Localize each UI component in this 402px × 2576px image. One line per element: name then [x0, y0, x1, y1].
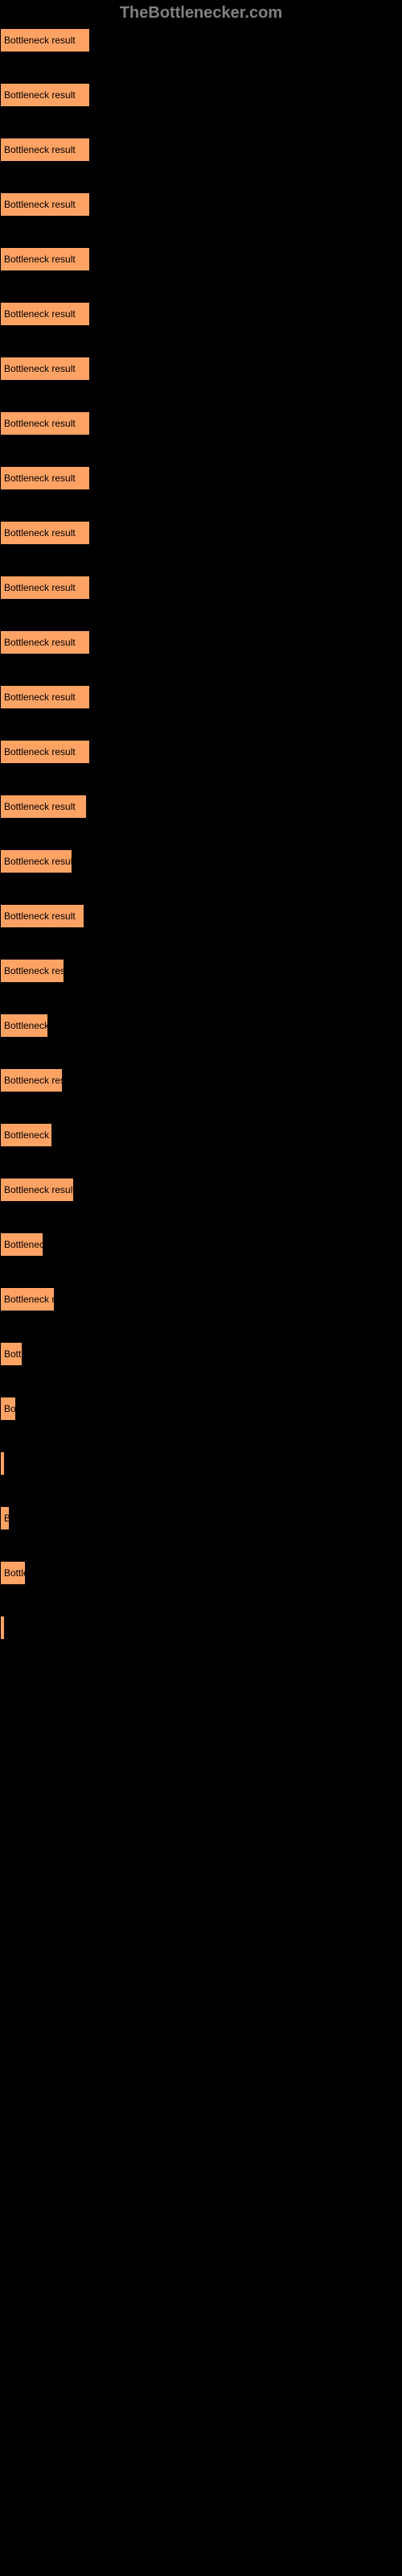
- bar-row: Bottleneck result: [0, 138, 90, 162]
- bar-row: Bottleneck result: [0, 1068, 90, 1092]
- bar-row: Bottleneck result: [0, 576, 90, 600]
- bar-row: Bottleneck result: [0, 28, 90, 52]
- bar-row: Bottleneck result: [0, 357, 90, 381]
- bar-row: Bottleneck result: [0, 1561, 90, 1585]
- bottleneck-bar: Bottleneck result: [0, 521, 90, 545]
- bottleneck-bar: Bottleneck result: [0, 83, 90, 107]
- bar-row: Bottleneck result: [0, 192, 90, 217]
- bottleneck-bar: Bottleneck result: [0, 1342, 23, 1366]
- watermark-text: TheBottlenecker.com: [0, 4, 402, 23]
- bar-row: Bottleneck result: [0, 521, 90, 545]
- bottleneck-bar: Bottleneck result: [0, 795, 87, 819]
- bottleneck-bar: Bottleneck result: [0, 1068, 63, 1092]
- bar-row: Bottleneck result: [0, 959, 90, 983]
- bottleneck-bar: Bottleneck result: [0, 1013, 48, 1038]
- bar-row: Bottleneck result: [0, 466, 90, 490]
- bar-row: Bottleneck result: [0, 1506, 90, 1530]
- bar-row: Bottleneck result: [0, 849, 90, 873]
- bottleneck-bar: Bottleneck result: [0, 959, 64, 983]
- bar-row: Bottleneck result: [0, 83, 90, 107]
- bar-row: Bottleneck result: [0, 1616, 90, 1640]
- bottleneck-bar: Bottleneck result: [0, 740, 90, 764]
- bar-row: Bottleneck result: [0, 1232, 90, 1257]
- bottleneck-bar: Bottleneck result: [0, 1506, 10, 1530]
- bottleneck-bar: Bottleneck result: [0, 685, 90, 709]
- bar-row: Bottleneck result: [0, 685, 90, 709]
- bottleneck-bar: Bottleneck result: [0, 576, 90, 600]
- bottleneck-bar: Bottleneck result: [0, 630, 90, 654]
- bar-row: Bottleneck result: [0, 247, 90, 271]
- bottleneck-bar: Bottleneck result: [0, 302, 90, 326]
- bottleneck-bar: Bottleneck result: [0, 411, 90, 436]
- bar-row: Bottleneck result: [0, 904, 90, 928]
- bottleneck-bar: Bottleneck result: [0, 1287, 55, 1311]
- bottleneck-bar: Bottleneck result: [0, 466, 90, 490]
- bar-row: Bottleneck result: [0, 630, 90, 654]
- bottleneck-bar: Bottleneck result: [0, 138, 90, 162]
- bar-row: Bottleneck result: [0, 1178, 90, 1202]
- bottleneck-bar: Bottleneck result: [0, 1232, 43, 1257]
- bar-row: Bottleneck result: [0, 1342, 90, 1366]
- bar-row: Bottleneck result: [0, 1397, 90, 1421]
- bar-row: Bottleneck result: [0, 1013, 90, 1038]
- bar-row: Bottleneck result: [0, 411, 90, 436]
- bottleneck-bar: Bottleneck result: [0, 1397, 16, 1421]
- bottleneck-bar: Bottleneck result: [0, 904, 84, 928]
- bottleneck-bar: Bottleneck result: [0, 849, 72, 873]
- bottleneck-bar: Bottleneck result: [0, 1561, 26, 1585]
- bottleneck-bar: Bottleneck result: [0, 357, 90, 381]
- bar-row: Bottleneck result: [0, 1451, 90, 1476]
- bottleneck-bar: Bottleneck result: [0, 1616, 5, 1640]
- bottleneck-bar: Bottleneck result: [0, 1451, 5, 1476]
- bar-row: Bottleneck result: [0, 1287, 90, 1311]
- bars-container: Bottleneck result Bottleneck result Bottle…: [0, 28, 90, 1670]
- bottleneck-bar: Bottleneck result: [0, 192, 90, 217]
- bottleneck-bar: Bottleneck result: [0, 28, 90, 52]
- bar-row: Bottleneck result: [0, 740, 90, 764]
- bottleneck-bar: Bottleneck result: [0, 247, 90, 271]
- bottleneck-bar: Bottleneck result: [0, 1123, 52, 1147]
- bar-row: Bottleneck result: [0, 1123, 90, 1147]
- bar-row: Bottleneck result: [0, 795, 90, 819]
- bottleneck-bar: Bottleneck result: [0, 1178, 74, 1202]
- bar-row: Bottleneck result: [0, 302, 90, 326]
